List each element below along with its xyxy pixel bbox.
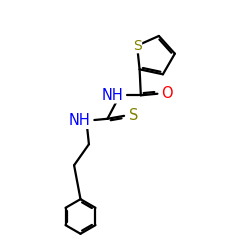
Text: S: S: [133, 39, 141, 53]
Text: NH: NH: [102, 88, 124, 103]
Text: O: O: [162, 86, 173, 101]
Text: NH: NH: [68, 113, 90, 128]
Text: S: S: [129, 108, 138, 122]
